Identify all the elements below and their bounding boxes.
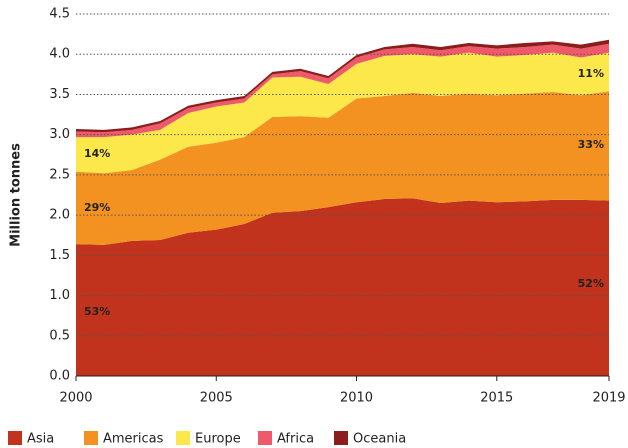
y-tick-label: 2.0 xyxy=(49,208,70,223)
annotation: 52% xyxy=(578,277,604,290)
annotation: 14% xyxy=(84,147,110,160)
legend-label: Oceania xyxy=(353,432,406,447)
legend-swatch xyxy=(258,431,272,445)
legend-label: Asia xyxy=(27,432,54,447)
y-tick-label: 0.0 xyxy=(49,369,70,384)
y-tick-label: 1.0 xyxy=(49,288,70,303)
x-tick-label: 2010 xyxy=(340,391,373,406)
y-axis-label: Million tonnes xyxy=(9,143,24,247)
legend-swatch xyxy=(84,431,98,445)
area xyxy=(76,198,609,376)
x-tick-label: 2005 xyxy=(200,391,233,406)
x-tick-label: 2015 xyxy=(480,391,513,406)
legend-label: Africa xyxy=(277,432,314,447)
y-tick-label: 4.0 xyxy=(49,47,70,62)
legend-label: Americas xyxy=(103,432,164,447)
y-tick-label: 0.5 xyxy=(49,328,70,343)
annotation: 33% xyxy=(578,138,604,151)
area xyxy=(76,91,609,245)
area xyxy=(76,43,609,138)
y-tick-label: 3.5 xyxy=(49,87,70,102)
legend-swatch xyxy=(334,431,348,445)
annotation: 11% xyxy=(578,67,604,80)
legend-swatch xyxy=(176,431,190,445)
annotation: 53% xyxy=(84,305,110,318)
x-tick-label: 2019 xyxy=(592,391,625,406)
y-tick-label: 4.5 xyxy=(49,7,70,22)
y-tick-label: 2.5 xyxy=(49,167,70,182)
legend-swatch xyxy=(8,431,22,445)
annotation: 29% xyxy=(84,201,110,214)
y-tick-label: 3.0 xyxy=(49,127,70,142)
area xyxy=(76,52,609,174)
x-tick-label: 2000 xyxy=(59,391,92,406)
y-tick-label: 1.5 xyxy=(49,248,70,263)
legend-label: Europe xyxy=(195,432,241,447)
